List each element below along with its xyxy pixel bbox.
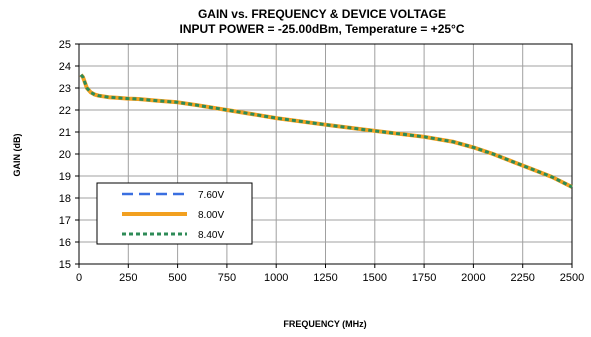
legend-label-1: 7.60V xyxy=(198,190,224,201)
series-line-3 xyxy=(79,73,573,189)
x-tick-label: 2500 xyxy=(560,272,584,284)
chart-title: GAIN vs. FREQUENCY & DEVICE VOLTAGE xyxy=(198,7,446,21)
y-tick-label: 23 xyxy=(59,83,71,95)
y-tick-label: 20 xyxy=(59,149,71,161)
y-tick-label: 21 xyxy=(59,127,71,139)
y-tick-label: 16 xyxy=(59,237,71,249)
y-tick-label: 22 xyxy=(59,105,71,117)
x-tick-label: 1000 xyxy=(264,272,288,284)
x-tick-label: 1500 xyxy=(363,272,387,284)
legend-label-3: 8.40V xyxy=(198,230,224,241)
x-tick-label: 500 xyxy=(168,272,186,284)
x-tick-label: 2250 xyxy=(510,272,534,284)
x-tick-label: 0 xyxy=(76,272,82,284)
series-line-1 xyxy=(80,73,573,189)
x-tick-label: 1250 xyxy=(313,272,337,284)
x-tick-label: 250 xyxy=(119,272,137,284)
y-tick-label: 18 xyxy=(59,193,71,205)
y-tick-label: 25 xyxy=(59,39,71,51)
series-line-2 xyxy=(79,73,573,189)
y-tick-label: 24 xyxy=(59,61,71,73)
chart-subtitle: INPUT POWER = -25.00dBm, Temperature = +… xyxy=(180,22,465,36)
x-tick-label: 2000 xyxy=(461,272,485,284)
y-tick-label: 17 xyxy=(59,215,71,227)
x-tick-label: 750 xyxy=(218,272,236,284)
y-axis-title: GAIN (dB) xyxy=(12,134,22,177)
x-tick-label: 1750 xyxy=(412,272,436,284)
x-axis-title: FREQUENCY (MHz) xyxy=(283,319,366,329)
y-tick-label: 15 xyxy=(59,259,71,271)
y-tick-label: 19 xyxy=(59,171,71,183)
legend-label-2: 8.00V xyxy=(198,210,224,221)
